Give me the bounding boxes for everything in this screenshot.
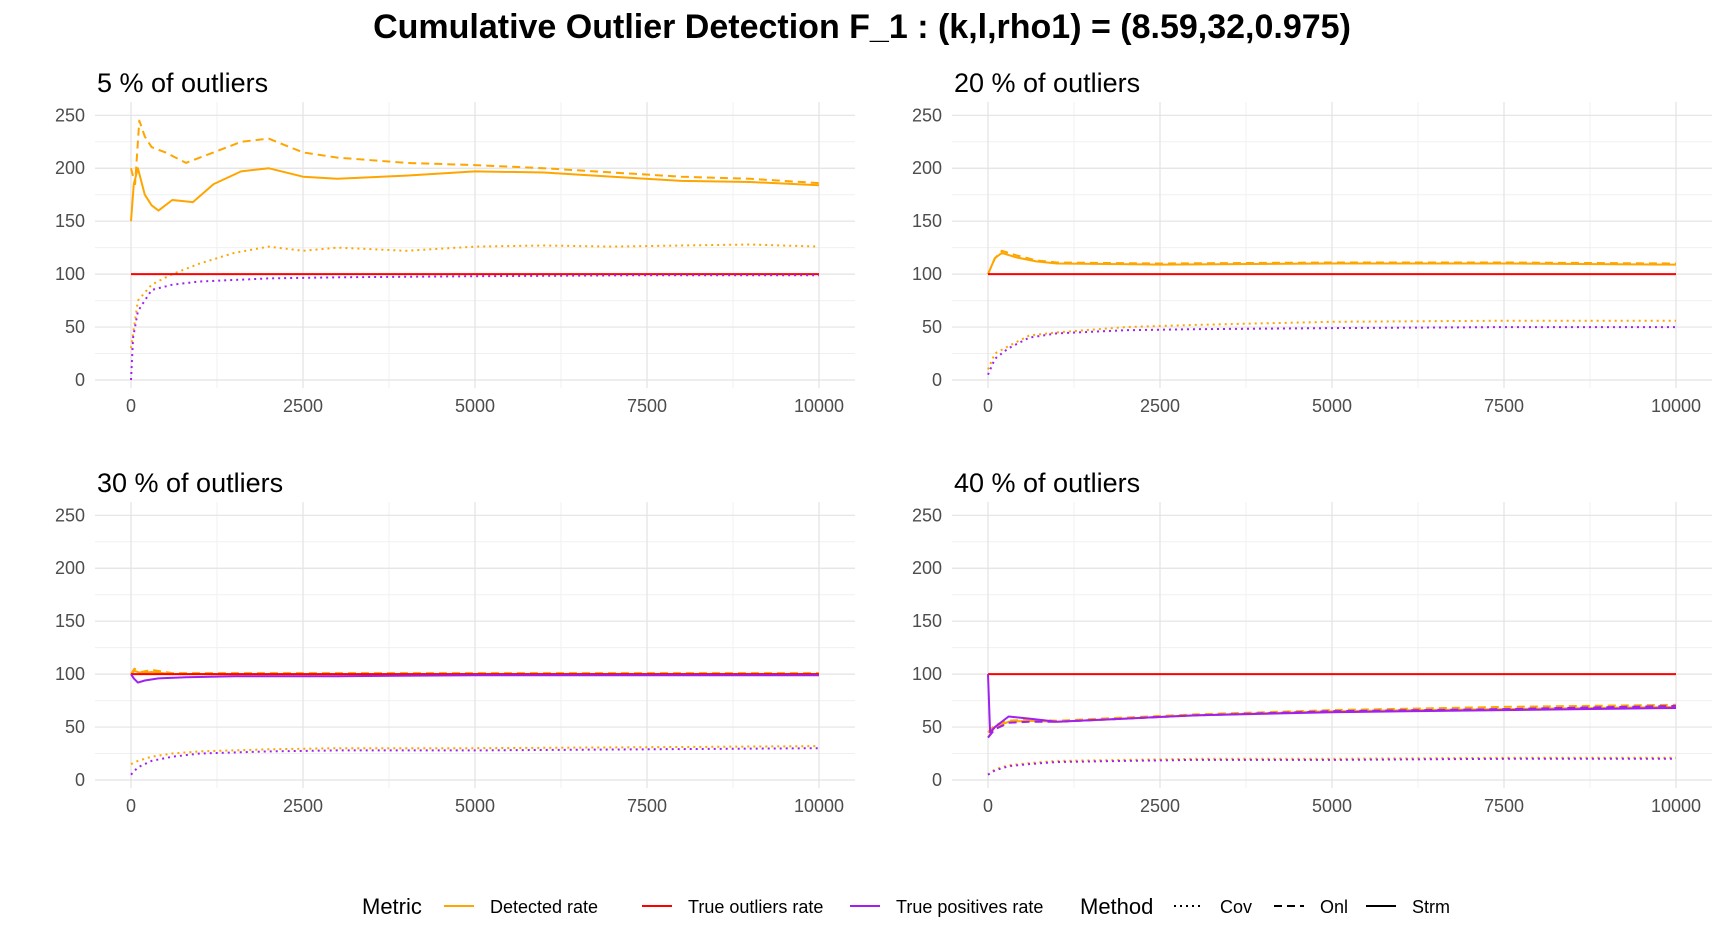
panel-title: 20 % of outliers <box>954 68 1140 98</box>
y-tick-label: 0 <box>75 370 85 390</box>
legend-title-method: Method <box>1080 894 1153 919</box>
x-tick-label: 5000 <box>455 396 495 416</box>
y-tick-label: 0 <box>932 370 942 390</box>
legend-item-method: Strm <box>1366 897 1450 917</box>
series-line <box>130 167 820 222</box>
x-tick-label: 0 <box>126 796 136 816</box>
x-tick-label: 2500 <box>1140 396 1180 416</box>
legend-item-method: Onl <box>1274 897 1348 917</box>
y-tick-label: 50 <box>65 317 85 337</box>
series-line <box>987 674 1677 734</box>
x-tick-label: 10000 <box>1651 796 1701 816</box>
x-tick-label: 7500 <box>627 796 667 816</box>
legend-label: True positives rate <box>896 897 1043 917</box>
x-tick-label: 2500 <box>283 796 323 816</box>
legend-item-metric: True outliers rate <box>642 897 823 917</box>
y-tick-label: 150 <box>912 611 942 631</box>
x-tick-label: 5000 <box>1312 796 1352 816</box>
y-tick-label: 100 <box>55 264 85 284</box>
x-tick-label: 10000 <box>1651 396 1701 416</box>
y-tick-label: 250 <box>55 505 85 525</box>
x-tick-label: 0 <box>983 796 993 816</box>
y-tick-label: 100 <box>912 264 942 284</box>
legend-title-metric: Metric <box>362 894 422 919</box>
panel-title: 30 % of outliers <box>97 468 283 498</box>
series-line <box>130 673 819 684</box>
x-tick-label: 5000 <box>455 796 495 816</box>
y-tick-label: 50 <box>65 717 85 737</box>
x-tick-label: 7500 <box>1484 396 1524 416</box>
y-tick-label: 0 <box>932 770 942 790</box>
y-tick-label: 250 <box>912 105 942 125</box>
y-tick-label: 200 <box>55 558 85 578</box>
legend: Metric Detected rate True outliers rate Tru… <box>362 894 1450 919</box>
y-tick-label: 150 <box>55 211 85 231</box>
y-tick-label: 250 <box>55 105 85 125</box>
series-line <box>987 756 1676 776</box>
x-tick-label: 0 <box>983 396 993 416</box>
legend-label: True outliers rate <box>688 897 823 917</box>
y-tick-label: 100 <box>55 664 85 684</box>
x-tick-label: 5000 <box>1312 396 1352 416</box>
x-tick-label: 10000 <box>794 396 844 416</box>
legend-label: Onl <box>1320 897 1348 917</box>
x-tick-label: 7500 <box>627 396 667 416</box>
x-tick-label: 7500 <box>1484 796 1524 816</box>
series-line <box>987 319 1676 370</box>
x-tick-label: 2500 <box>283 396 323 416</box>
x-tick-label: 0 <box>126 396 136 416</box>
y-tick-label: 200 <box>912 558 942 578</box>
y-tick-label: 250 <box>912 505 942 525</box>
series-line <box>130 119 820 186</box>
legend-item-metric: Detected rate <box>444 897 598 917</box>
y-tick-label: 200 <box>55 158 85 178</box>
x-tick-label: 2500 <box>1140 796 1180 816</box>
y-tick-label: 0 <box>75 770 85 790</box>
legend-label: Detected rate <box>490 897 598 917</box>
legend-label: Strm <box>1412 897 1450 917</box>
y-tick-label: 150 <box>912 211 942 231</box>
panel-title: 5 % of outliers <box>97 68 268 98</box>
legend-label: Cov <box>1220 897 1252 917</box>
series-line <box>987 251 1677 275</box>
series-line <box>987 249 1677 275</box>
legend-item-metric: True positives rate <box>850 897 1043 917</box>
series-line <box>130 274 819 381</box>
panel-title: 40 % of outliers <box>954 468 1140 498</box>
x-tick-label: 10000 <box>794 796 844 816</box>
series-line <box>987 326 1676 376</box>
series-line <box>130 243 820 349</box>
y-tick-label: 100 <box>912 664 942 684</box>
y-tick-label: 50 <box>922 317 942 337</box>
series-line <box>130 747 820 776</box>
y-tick-label: 200 <box>912 158 942 178</box>
y-tick-label: 150 <box>55 611 85 631</box>
y-tick-label: 50 <box>922 717 942 737</box>
chart-title: Cumulative Outlier Detection F_1 : (k,l,… <box>373 8 1351 46</box>
legend-item-method: Cov <box>1174 897 1252 917</box>
series-line <box>987 757 1676 776</box>
